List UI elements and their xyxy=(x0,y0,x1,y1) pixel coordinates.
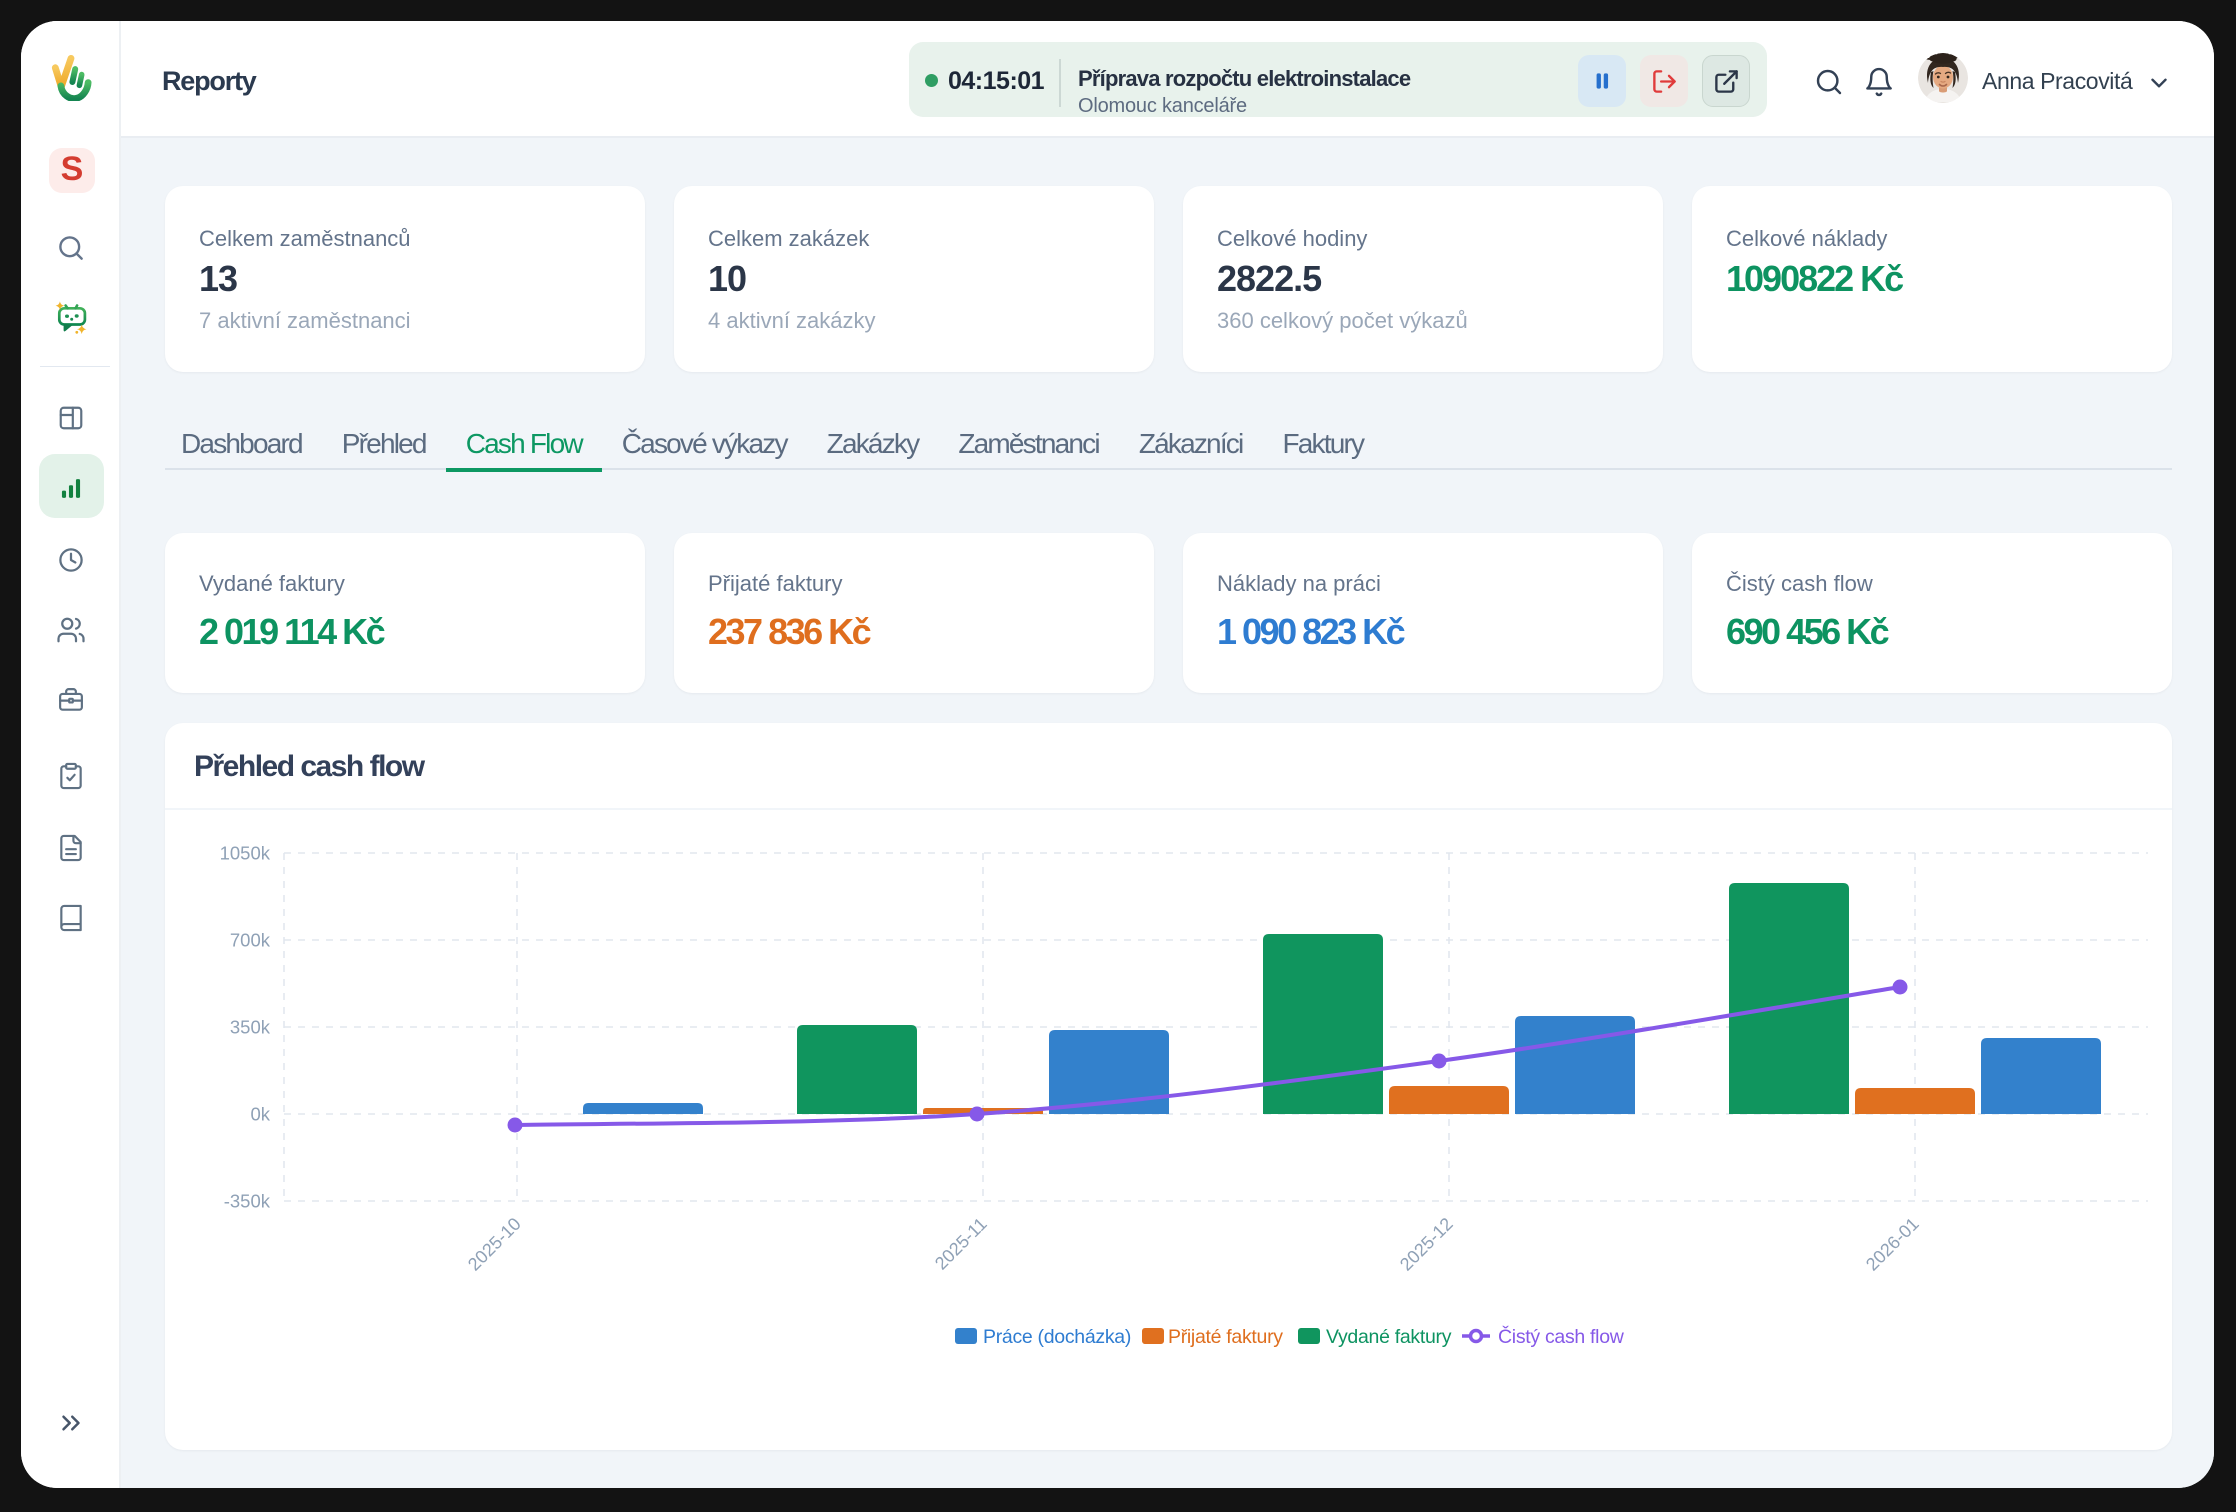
svg-text:Čistý cash flow: Čistý cash flow xyxy=(1498,1325,1625,1348)
svg-text:Vydané faktury: Vydané faktury xyxy=(1326,1326,1452,1348)
svg-text:2026-01: 2026-01 xyxy=(1862,1214,1923,1275)
svg-text:1050k: 1050k xyxy=(220,843,271,864)
svg-text:2025-12: 2025-12 xyxy=(1396,1214,1457,1275)
svg-text:700k: 700k xyxy=(230,930,271,951)
svg-text:-350k: -350k xyxy=(224,1191,271,1212)
svg-text:2025-11: 2025-11 xyxy=(931,1214,991,1274)
svg-text:Práce (docházka): Práce (docházka) xyxy=(983,1326,1131,1348)
svg-text:2025-10: 2025-10 xyxy=(464,1214,525,1275)
svg-text:Přijaté faktury: Přijaté faktury xyxy=(1168,1326,1283,1348)
svg-text:0k: 0k xyxy=(250,1104,270,1125)
svg-text:350k: 350k xyxy=(230,1017,271,1038)
